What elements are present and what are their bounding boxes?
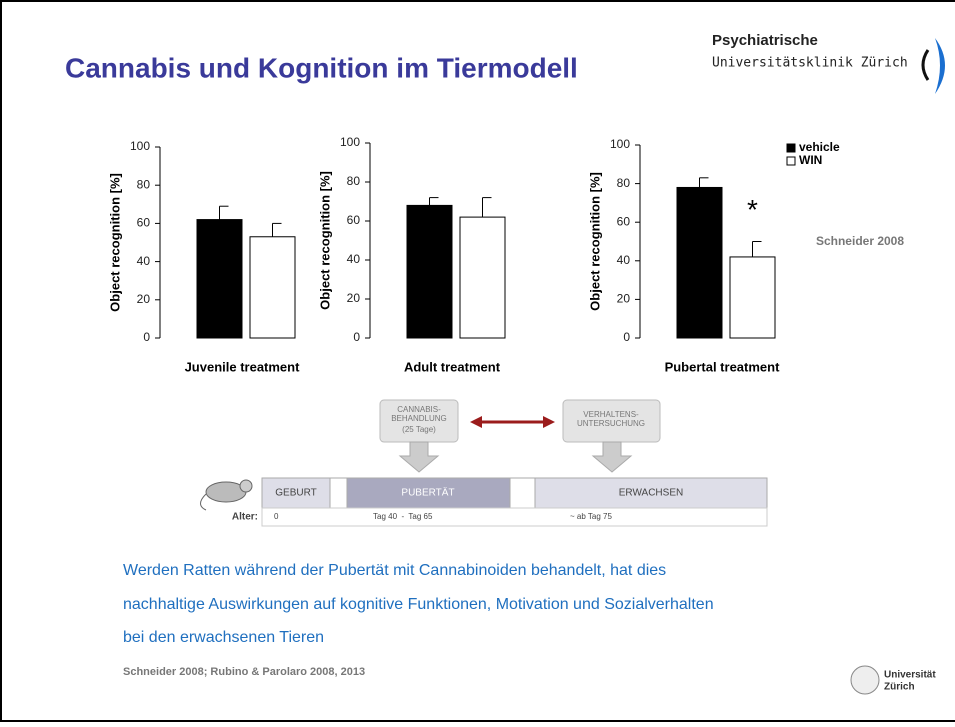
stage-label: GEBURT bbox=[275, 488, 317, 499]
stage-label: ERWACHSEN bbox=[619, 488, 683, 499]
slide-title: Cannabis und Kognition im Tiermodell bbox=[65, 52, 578, 83]
caption-line: nachhaltige Auswirkungen auf kognitive F… bbox=[123, 596, 714, 613]
box-text: VERHALTENS- bbox=[583, 410, 639, 419]
box-text: UNTERSUCHUNG bbox=[577, 419, 645, 428]
bar bbox=[197, 220, 242, 338]
y-tick-label: 0 bbox=[623, 330, 630, 344]
age: Tag 40 - Tag 65 bbox=[373, 512, 433, 521]
y-tick-label: 0 bbox=[353, 330, 360, 344]
significance-mark: * bbox=[747, 194, 758, 225]
rat-icon bbox=[240, 480, 252, 492]
logo-icon bbox=[923, 50, 928, 80]
legend-swatch bbox=[787, 157, 795, 165]
slide: Cannabis und Kognition im Tiermodell Psy… bbox=[0, 0, 955, 722]
y-tick-label: 20 bbox=[347, 291, 361, 305]
side-note: Schneider 2008 bbox=[816, 234, 904, 248]
x-axis-label: Juvenile treatment bbox=[185, 359, 301, 374]
footer-logo: Zürich bbox=[884, 682, 915, 693]
y-tick-label: 20 bbox=[137, 292, 151, 306]
y-axis-label: Object recognition [%] bbox=[317, 171, 332, 310]
y-tick-label: 0 bbox=[143, 330, 150, 344]
y-tick-label: 80 bbox=[137, 177, 151, 191]
y-tick-label: 60 bbox=[617, 214, 631, 228]
bar bbox=[730, 257, 775, 338]
age-label: Alter: bbox=[232, 512, 258, 523]
age-row bbox=[262, 508, 767, 526]
box-text: (25 Tage) bbox=[402, 425, 436, 434]
y-tick-label: 20 bbox=[617, 292, 631, 306]
box-text: CANNABIS- bbox=[397, 405, 441, 414]
reference: Schneider 2008; Rubino & Parolaro 2008, … bbox=[123, 666, 365, 678]
bar bbox=[407, 205, 452, 338]
y-tick-label: 60 bbox=[137, 216, 151, 230]
down-arrow bbox=[400, 442, 438, 472]
caption-line: Werden Ratten während der Pubertät mit C… bbox=[123, 562, 666, 579]
y-axis-label: Object recognition [%] bbox=[587, 172, 602, 311]
logo-text: Universitätsklinik Zürich bbox=[712, 56, 908, 71]
timeline: CANNABIS- BEHANDLUNG (25 Tage) VERHALTEN… bbox=[201, 400, 768, 526]
y-tick-label: 40 bbox=[347, 252, 361, 266]
x-axis-label: Pubertal treatment bbox=[665, 359, 781, 374]
y-tick-label: 40 bbox=[617, 253, 631, 267]
y-tick-label: 40 bbox=[137, 254, 151, 268]
footer-logo: Universität bbox=[884, 670, 936, 681]
box-text: BEHANDLUNG bbox=[391, 414, 447, 423]
legend-swatch bbox=[787, 144, 795, 152]
x-axis-label: Adult treatment bbox=[404, 359, 501, 374]
bar bbox=[460, 217, 505, 338]
y-tick-label: 80 bbox=[347, 174, 361, 188]
logo-text: Psychiatrische bbox=[712, 32, 818, 49]
y-axis-label: Object recognition [%] bbox=[107, 173, 122, 312]
logo-icon bbox=[935, 38, 945, 94]
legend-label: WIN bbox=[799, 153, 822, 167]
stage-label: PUBERTÄT bbox=[401, 487, 454, 499]
y-tick-label: 60 bbox=[347, 213, 361, 227]
rat-icon bbox=[201, 494, 207, 510]
y-tick-label: 80 bbox=[617, 176, 631, 190]
page: {"header": {"title": "Cannabis und Kogni… bbox=[0, 0, 955, 727]
y-tick-label: 100 bbox=[610, 137, 630, 151]
bar bbox=[250, 237, 295, 338]
age: 0 bbox=[274, 512, 279, 521]
university-seal bbox=[851, 666, 879, 694]
age: ~ ab Tag 75 bbox=[570, 512, 612, 521]
legend-label: vehicle bbox=[799, 140, 840, 154]
bar bbox=[677, 187, 722, 338]
down-arrow bbox=[593, 442, 631, 472]
caption-line: bei den erwachsenen Tieren bbox=[123, 629, 324, 646]
y-tick-label: 100 bbox=[340, 135, 360, 149]
y-tick-label: 100 bbox=[130, 139, 150, 153]
